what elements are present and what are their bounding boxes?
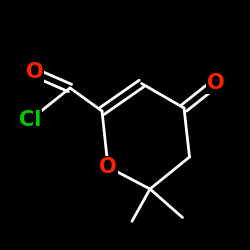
Text: Cl: Cl <box>19 110 41 130</box>
Text: O: O <box>207 73 224 93</box>
Text: O: O <box>99 157 117 177</box>
Text: O: O <box>26 62 43 82</box>
